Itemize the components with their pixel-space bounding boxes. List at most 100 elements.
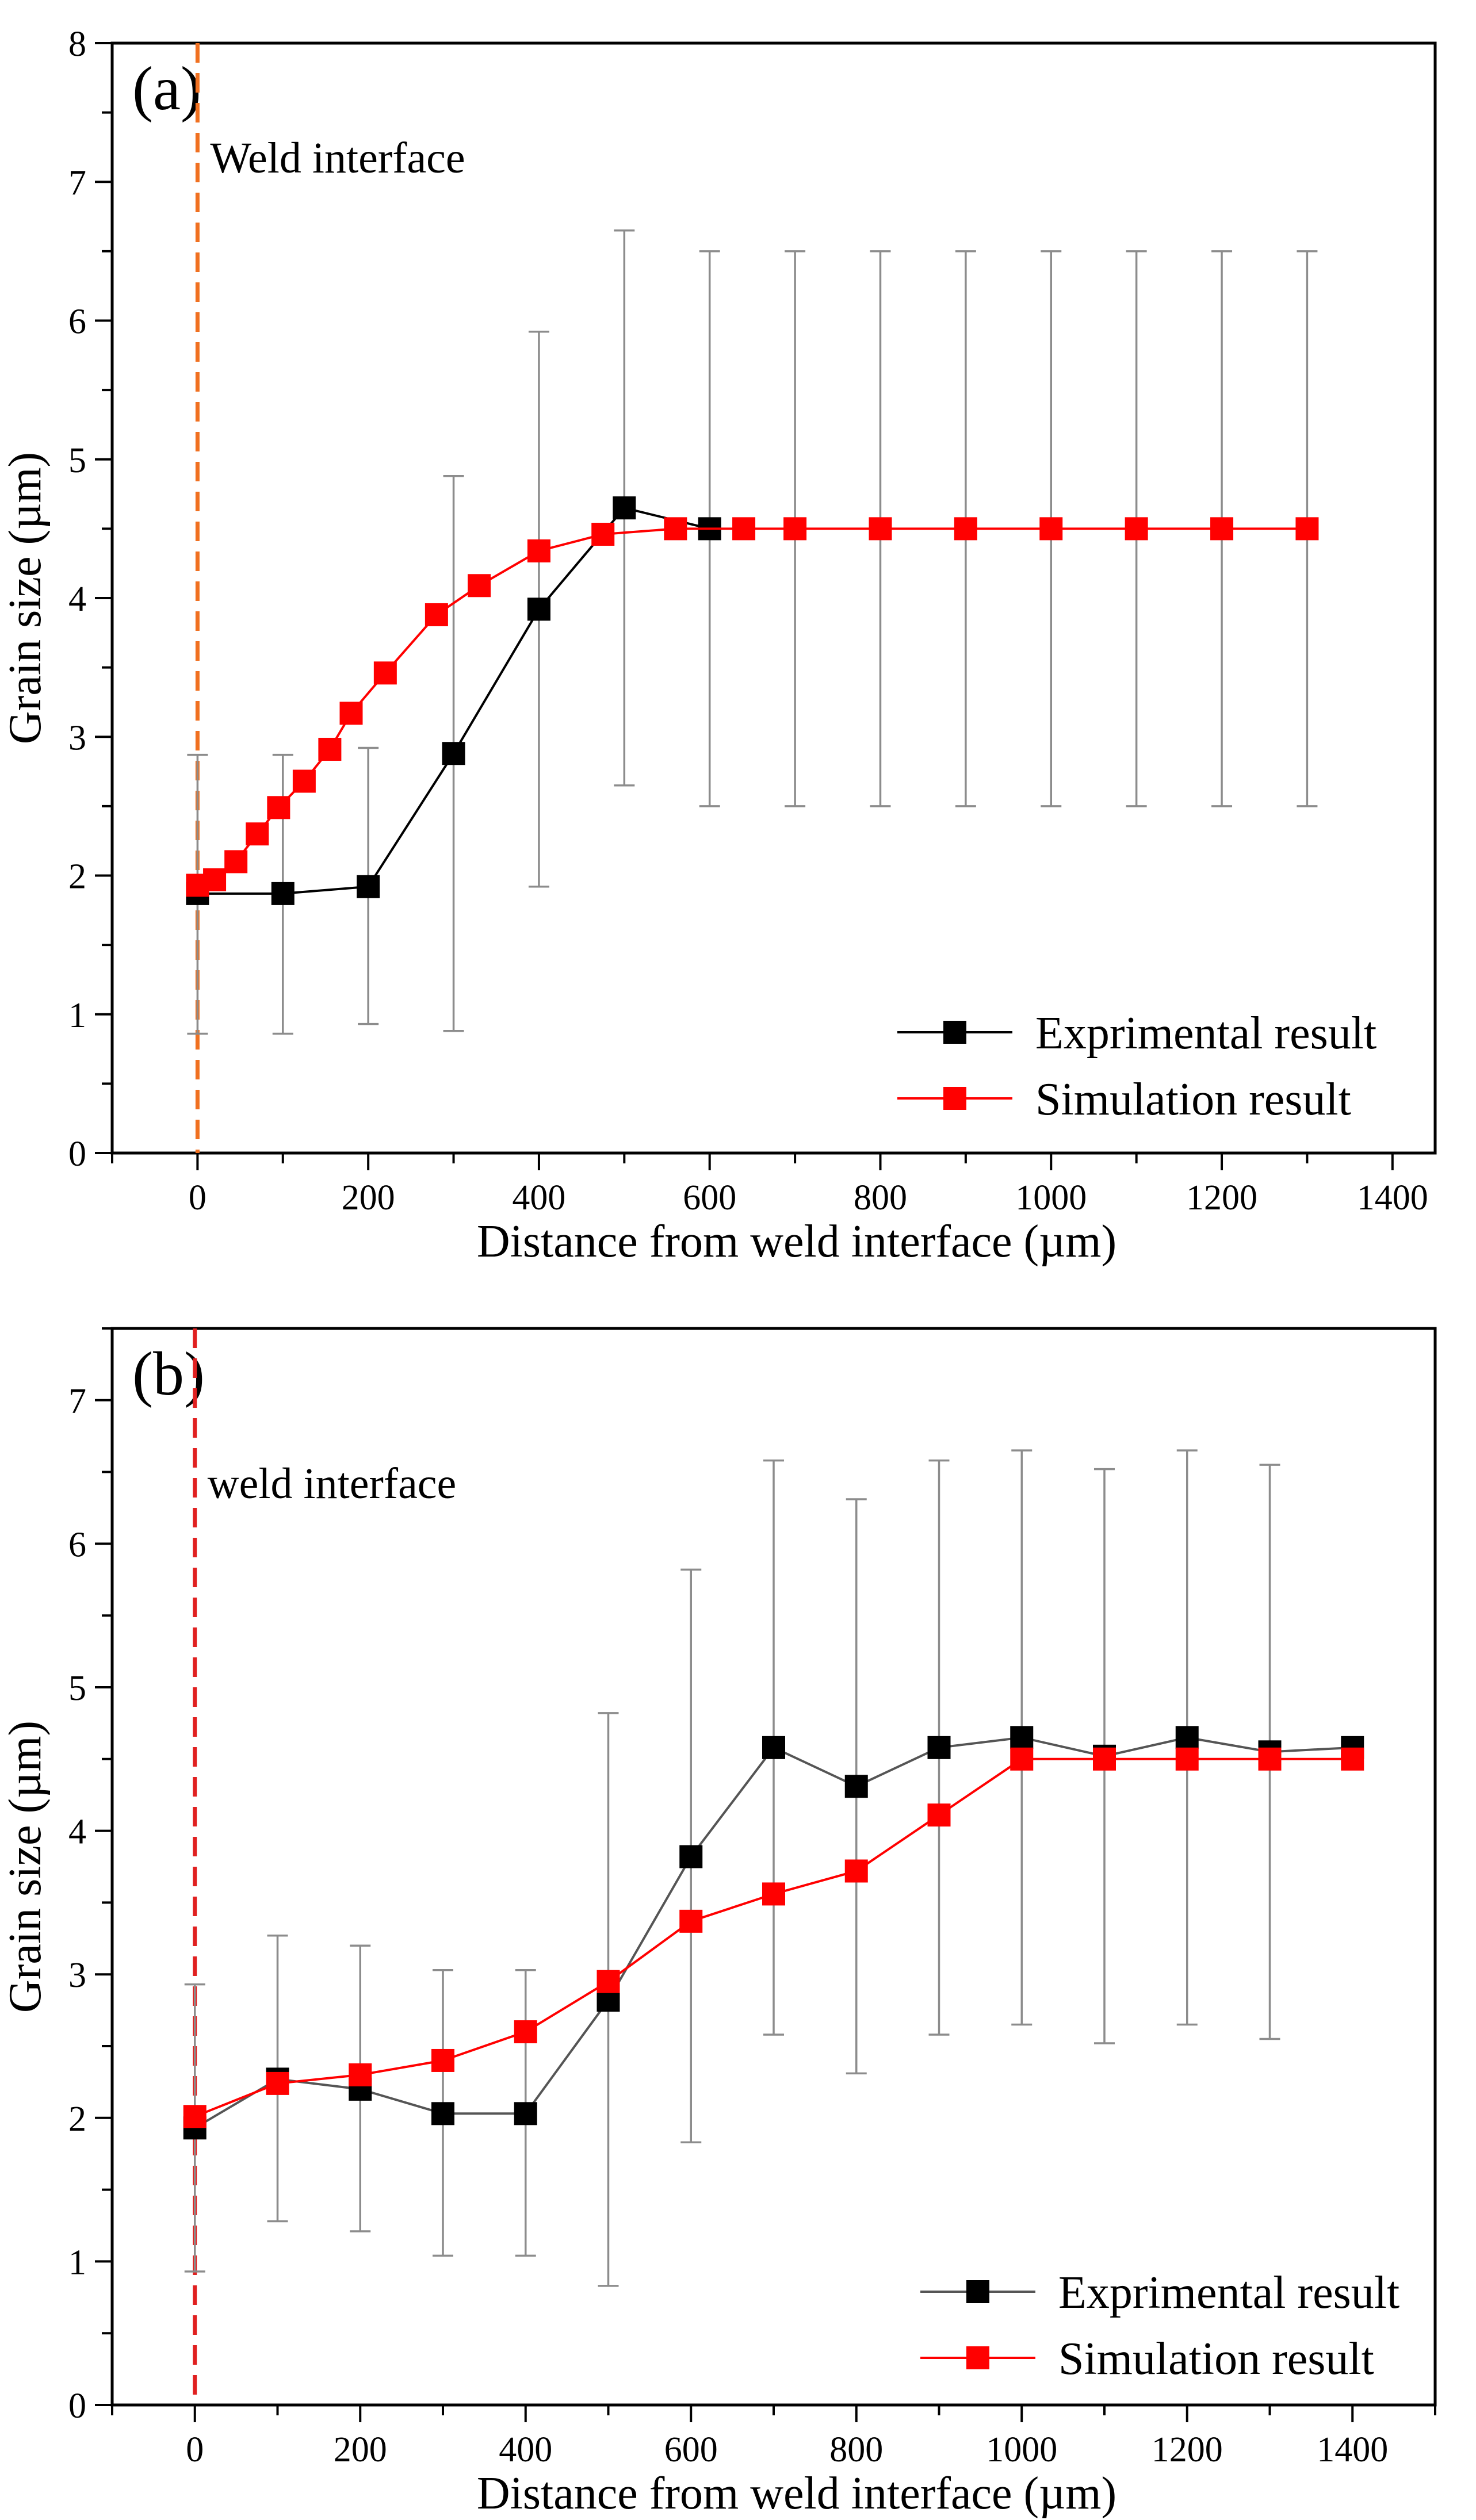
y-tick-label: 0 xyxy=(68,1135,86,1174)
experimental-marker xyxy=(613,496,636,520)
y-tick-label: 6 xyxy=(68,302,86,342)
legend-marker xyxy=(943,1087,966,1110)
x-tick-label: 1400 xyxy=(1317,2430,1388,2469)
x-axis-label: Distance from weld interface (µm) xyxy=(477,1216,1116,1267)
experimental-marker xyxy=(927,1736,951,1759)
simulation-marker xyxy=(1125,517,1148,541)
experimental-marker xyxy=(357,875,380,898)
simulation-line xyxy=(197,527,1307,887)
panel-label: (a) xyxy=(132,55,201,123)
simulation-marker xyxy=(954,517,977,541)
legend-marker xyxy=(966,2280,989,2303)
simulation-marker xyxy=(1258,1747,1282,1771)
simulation-marker xyxy=(1039,517,1063,541)
simulation-marker xyxy=(246,822,269,846)
simulation-marker xyxy=(1295,517,1319,541)
simulation-marker xyxy=(927,1803,951,1827)
y-tick-label: 3 xyxy=(68,718,86,757)
simulation-marker xyxy=(224,850,248,874)
simulation-marker xyxy=(1175,1747,1199,1771)
simulation-marker xyxy=(468,574,491,598)
y-axis-label: Grain size (µm) xyxy=(0,1721,51,2013)
experimental-marker xyxy=(431,2102,454,2125)
simulation-marker xyxy=(339,702,363,725)
simulation-marker xyxy=(514,2020,537,2044)
simulation-marker xyxy=(527,539,550,562)
panel-a: 0 200 400 600 800 1000 1200 1400 0 1 2 3 4 5 6 7 8 Distan… xyxy=(0,25,1437,1267)
x-tick-label: 400 xyxy=(512,1178,565,1217)
experimental-marker xyxy=(1010,1726,1034,1749)
y-tick-label: 4 xyxy=(68,580,86,619)
panel-label: (b) xyxy=(132,1340,205,1408)
x-tick-label: 800 xyxy=(854,1178,907,1217)
simulation-marker xyxy=(373,661,397,685)
experimental-marker xyxy=(514,2102,537,2125)
simulation-marker xyxy=(732,517,756,541)
y-axis-label: Grain size (µm) xyxy=(0,452,51,744)
x-tick-label: 1000 xyxy=(986,2430,1057,2469)
y-tick-label: 1 xyxy=(68,996,86,1035)
experimental-marker xyxy=(762,1736,785,1759)
weld-interface-label: weld interface xyxy=(208,1460,457,1508)
x-tick-label: 800 xyxy=(829,2430,883,2469)
weld-interface-label: Weld interface xyxy=(210,134,465,182)
x-tick-label: 600 xyxy=(664,2430,718,2469)
simulation-marker xyxy=(425,603,448,626)
experimental-marker xyxy=(271,882,295,905)
legend-label: Simulation result xyxy=(1035,1074,1351,1125)
simulation-marker xyxy=(783,517,807,541)
simulation-marker xyxy=(844,1859,868,1883)
simulation-marker xyxy=(266,2071,289,2095)
experimental-marker xyxy=(527,598,550,621)
x-tick-label: 1200 xyxy=(1186,1178,1257,1217)
y-tick-label: 0 xyxy=(68,2387,86,2426)
x-tick-label: 200 xyxy=(342,1178,395,1217)
simulation-marker xyxy=(664,517,687,541)
experimental-marker xyxy=(442,742,465,765)
simulation-marker xyxy=(318,737,342,761)
simulation-marker xyxy=(292,769,316,793)
legend-label: Exprimental result xyxy=(1058,2268,1399,2318)
simulation-marker xyxy=(869,517,892,541)
simulation-marker xyxy=(267,796,290,819)
x-tick-label: 400 xyxy=(499,2430,552,2469)
y-tick-label: 4 xyxy=(68,1813,86,1852)
panel-b: 0 200 400 600 800 1000 1200 1400 0 1 2 3 4 5 6 7 Distanc… xyxy=(0,1327,1437,2519)
y-tick-label: 2 xyxy=(68,857,86,897)
legend-label: Simulation result xyxy=(1058,2334,1374,2384)
y-tick-label: 8 xyxy=(68,25,86,64)
simulation-marker xyxy=(679,1909,703,1933)
y-tick-label: 7 xyxy=(68,1382,86,1421)
simulation-marker xyxy=(1010,1747,1034,1771)
simulation-marker xyxy=(1210,517,1234,541)
legend-label: Exprimental result xyxy=(1035,1008,1376,1059)
y-tick-label: 5 xyxy=(68,441,86,480)
x-axis-label: Distance from weld interface (µm) xyxy=(477,2468,1116,2519)
x-tick-label: 1400 xyxy=(1357,1178,1428,1217)
legend-marker xyxy=(966,2346,989,2369)
y-tick-label: 1 xyxy=(68,2243,86,2282)
experimental-marker xyxy=(844,1775,868,1798)
y-tick-label: 3 xyxy=(68,1956,86,1995)
simulation-marker xyxy=(1093,1747,1116,1771)
simulation-marker xyxy=(431,2048,454,2072)
x-tick-label: 600 xyxy=(683,1178,736,1217)
simulation-marker xyxy=(203,868,227,891)
simulation-marker xyxy=(349,2063,372,2086)
x-tick-label: 0 xyxy=(186,2430,204,2469)
experimental-marker xyxy=(1175,1726,1199,1749)
x-tick-label: 1000 xyxy=(1015,1178,1087,1217)
x-tick-label: 1200 xyxy=(1152,2430,1223,2469)
simulation-marker xyxy=(183,2105,207,2128)
plot-frame xyxy=(110,41,1437,1155)
y-tick-label: 7 xyxy=(68,163,86,202)
simulation-marker xyxy=(762,1882,785,1906)
simulation-marker xyxy=(1341,1747,1364,1771)
simulation-marker xyxy=(591,523,615,546)
simulation-marker xyxy=(596,1970,620,1993)
x-tick-label: 0 xyxy=(189,1178,207,1217)
legend-marker xyxy=(943,1021,966,1044)
y-tick-label: 2 xyxy=(68,2100,86,2139)
y-tick-label: 5 xyxy=(68,1669,86,1708)
